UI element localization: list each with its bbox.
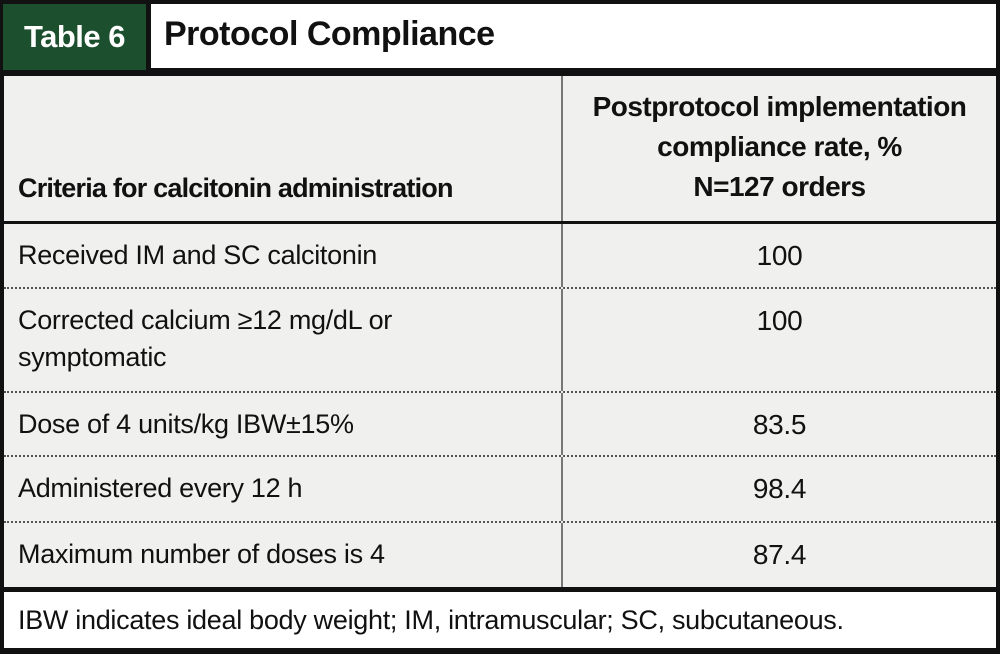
value-cell: 100	[756, 305, 803, 336]
criteria-cell: Corrected calcium ≥12 mg/dL or symptomat…	[4, 289, 563, 391]
table-row: Corrected calcium ≥12 mg/dL or symptomat…	[4, 289, 996, 393]
top-border-rule	[0, 0, 1000, 4]
title-band-right-rule	[996, 0, 1000, 70]
criteria-cell: Maximum number of doses is 4	[4, 523, 563, 587]
table-footnote: IBW indicates ideal body weight; IM, int…	[4, 587, 996, 648]
table-number-badge: Table 6	[0, 0, 151, 70]
column-header-line-1: Postprotocol implementation	[592, 91, 967, 122]
value-cell: 100	[756, 240, 803, 271]
column-header-line-3: N=127 orders	[693, 171, 866, 202]
table-header-row: Criteria for calcitonin administration P…	[4, 76, 996, 224]
table-row: Received IM and SC calcitonin 100	[4, 224, 996, 289]
criteria-cell: Received IM and SC calcitonin	[4, 224, 563, 287]
criteria-column-header: Criteria for calcitonin administration	[4, 76, 563, 221]
value-cell: 83.5	[752, 409, 807, 440]
criteria-text: Corrected calcium ≥12 mg/dL or symptomat…	[18, 305, 392, 372]
value-cell: 87.4	[752, 539, 807, 570]
criteria-text: Maximum number of doses is 4	[18, 539, 385, 569]
table-title: Protocol Compliance	[164, 14, 495, 53]
table-row: Dose of 4 units/kg IBW±15% 83.5	[4, 393, 996, 457]
criteria-text: Administered every 12 h	[18, 473, 303, 503]
compliance-rate-column-header: Postprotocol implementation compliance r…	[563, 76, 996, 221]
criteria-text: Dose of 4 units/kg IBW±15%	[18, 409, 354, 439]
column-header-line-2: compliance rate, %	[657, 131, 902, 162]
table-row: Maximum number of doses is 4 87.4	[4, 523, 996, 587]
protocol-compliance-table: Criteria for calcitonin administration P…	[0, 68, 1000, 654]
table-number-label: Table 6	[23, 19, 126, 54]
criteria-cell: Administered every 12 h	[4, 457, 563, 521]
table-row: Administered every 12 h 98.4	[4, 457, 996, 523]
criteria-text: Received IM and SC calcitonin	[18, 240, 377, 270]
criteria-cell: Dose of 4 units/kg IBW±15%	[4, 393, 563, 455]
value-cell: 98.4	[752, 473, 807, 504]
